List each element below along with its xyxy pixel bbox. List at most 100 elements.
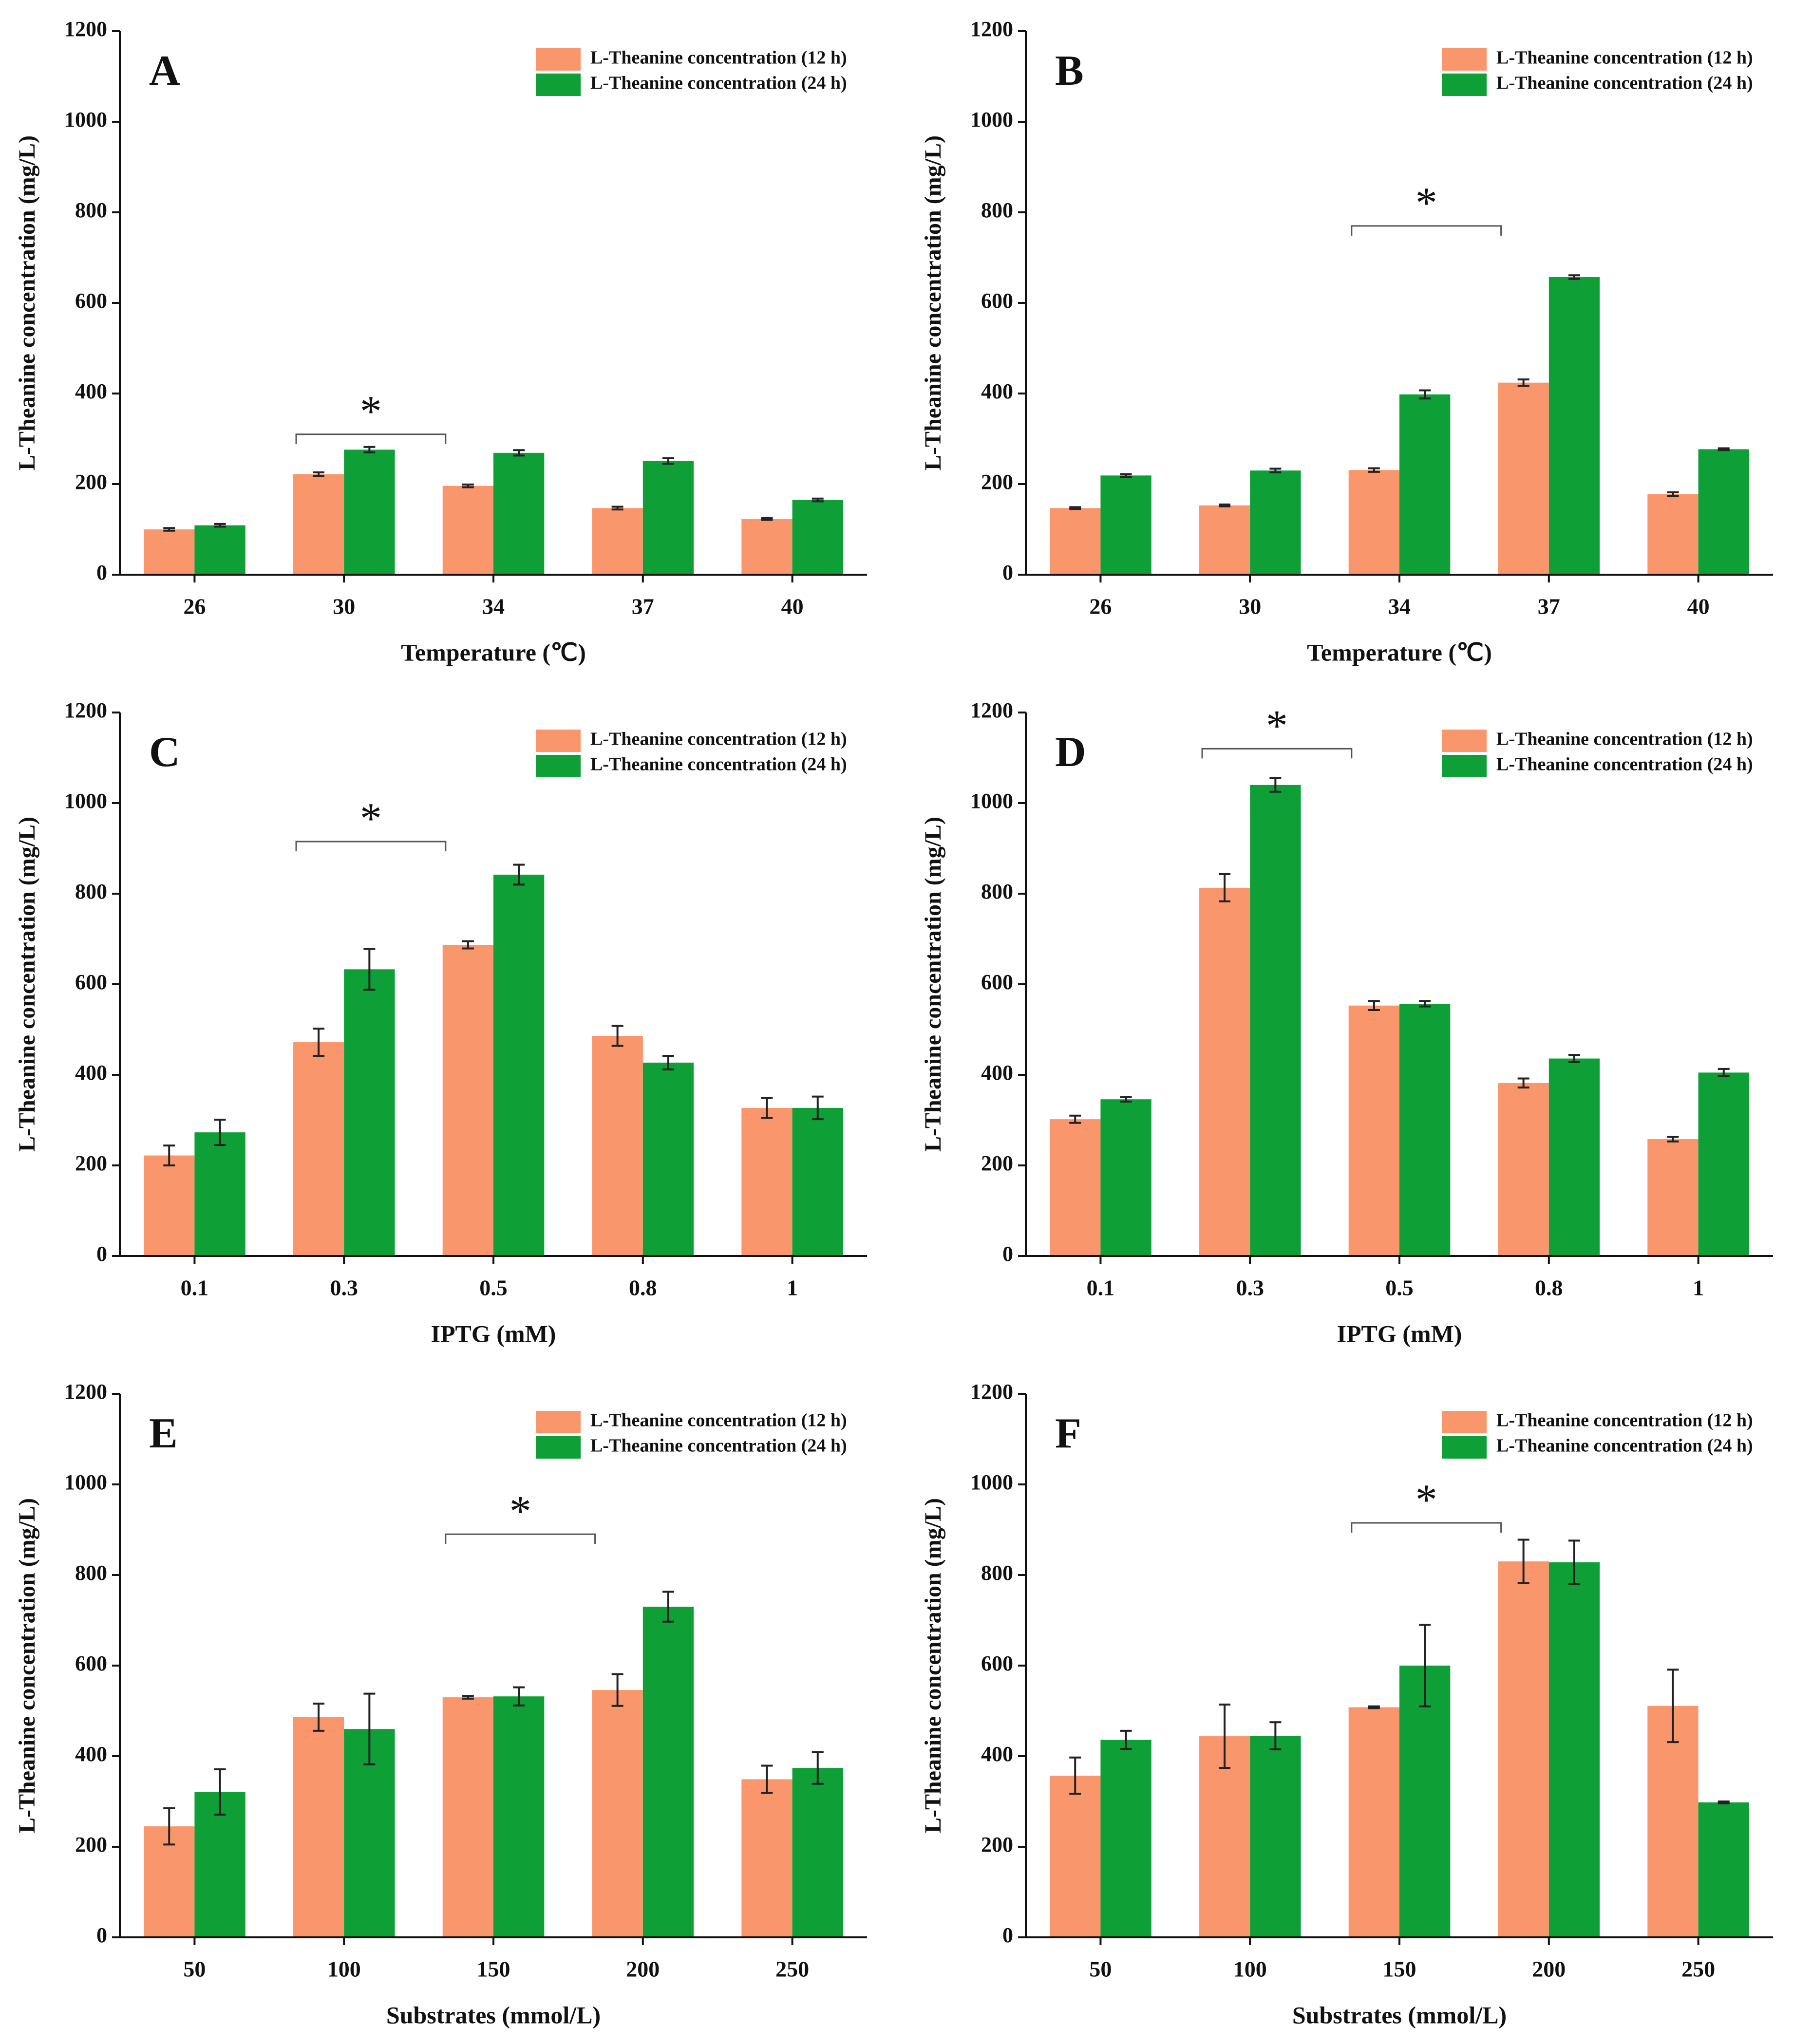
x-tick-label: 26: [1089, 594, 1112, 619]
error-bar: [163, 1807, 175, 1846]
y-tick-label: 1000: [64, 108, 107, 131]
y-tick-label: 400: [75, 1742, 107, 1766]
y-tick-label: 800: [981, 198, 1013, 222]
bar: [1100, 1740, 1151, 1937]
error-bar: [1269, 777, 1282, 793]
chart-panel: 0 200 400 600 800 1000 1200 0.1 0.3 0.5 0.8 1 IPTG (…: [14, 698, 867, 1347]
bar: [442, 486, 493, 575]
y-axis-title: L-Theanine concentration (mg/L): [920, 1498, 946, 1833]
error-bar: [1419, 1624, 1431, 1707]
bar: [1698, 449, 1749, 575]
error-bar: [1219, 503, 1231, 507]
y-tick-label: 1000: [970, 108, 1013, 131]
error-bar: [313, 1703, 325, 1732]
error-bar: [1667, 1669, 1679, 1744]
bar: [642, 1607, 694, 1937]
x-tick-label: 0.1: [1087, 1275, 1115, 1300]
legend-swatch: [1442, 755, 1487, 777]
bar: [1250, 785, 1301, 1256]
error-bar: [1219, 1703, 1231, 1769]
y-tick-label: 600: [75, 970, 107, 994]
x-axis-title: IPTG (mM): [431, 1320, 556, 1347]
legend-label: L-Theanine concentration (12 h): [1496, 48, 1753, 68]
significance-bracket: [445, 1533, 596, 1544]
bar: [344, 969, 395, 1256]
bar: [592, 508, 643, 575]
error-bar: [812, 1095, 824, 1121]
significance-label: *: [360, 387, 382, 435]
bar: [442, 1697, 493, 1937]
y-tick-label: 600: [75, 289, 107, 313]
error-bar: [513, 1686, 525, 1706]
legend-swatch: [1442, 48, 1487, 71]
y-tick-label: 1000: [64, 789, 107, 813]
bar: [792, 1768, 843, 1937]
x-axis-title: Temperature (℃): [1307, 638, 1492, 666]
bar: [1199, 887, 1250, 1256]
error-bar: [1368, 1000, 1380, 1012]
y-tick-label: 0: [96, 1242, 107, 1266]
error-bar: [163, 1144, 175, 1166]
bar: [1548, 277, 1600, 575]
significance-bracket: [1201, 748, 1353, 759]
legend-label: L-Theanine concentration (24 h): [590, 754, 847, 775]
legend-label: L-Theanine concentration (24 h): [1496, 73, 1753, 94]
legend-label: L-Theanine concentration (24 h): [590, 73, 847, 94]
bar: [1100, 475, 1151, 575]
x-axis-title: Substrates (mmol/L): [1292, 2001, 1507, 2028]
error-bar: [1568, 1539, 1580, 1585]
legend-label: L-Theanine concentration (12 h): [590, 1410, 847, 1431]
error-bar: [611, 506, 623, 511]
x-tick-label: 250: [775, 1957, 809, 1982]
legend-swatch: [536, 730, 581, 752]
bar: [194, 1792, 245, 1937]
y-tick-label: 200: [75, 1833, 107, 1856]
x-tick-label: 250: [1681, 1957, 1715, 1982]
y-axis-title: L-Theanine concentration (mg/L): [14, 1498, 40, 1833]
error-bar: [313, 1028, 325, 1057]
bar: [1548, 1562, 1600, 1937]
error-bar: [214, 1768, 226, 1816]
error-bar: [513, 449, 525, 457]
error-bar: [611, 1025, 623, 1047]
bar: [493, 1696, 545, 1937]
bar: [493, 452, 545, 575]
y-tick-label: 200: [981, 1151, 1013, 1175]
x-tick-label: 37: [632, 594, 654, 619]
bar: [1199, 505, 1250, 575]
significance-label: *: [1416, 1476, 1437, 1524]
bar: [1647, 494, 1699, 575]
error-bar: [513, 863, 525, 886]
x-tick-label: 26: [183, 594, 206, 619]
error-bar: [1718, 1800, 1730, 1804]
error-bar: [662, 457, 674, 465]
y-axis-title: L-Theanine concentration (mg/L): [920, 817, 946, 1152]
x-tick-label: 200: [626, 1957, 660, 1982]
significance-label: *: [510, 1487, 531, 1536]
x-tick-label: 100: [1233, 1957, 1267, 1982]
error-bar: [462, 940, 474, 950]
y-tick-label: 800: [981, 1561, 1013, 1585]
legend-label: L-Theanine concentration (12 h): [1496, 729, 1753, 750]
x-tick-label: 30: [1239, 594, 1261, 619]
error-bar: [1419, 389, 1431, 400]
error-bar: [1269, 1721, 1282, 1751]
legend-swatch: [536, 74, 581, 96]
error-bar: [611, 1673, 623, 1707]
error-bar: [1269, 468, 1282, 473]
bar: [1498, 1083, 1549, 1256]
x-tick-label: 0.8: [1535, 1275, 1563, 1300]
error-bar: [1120, 473, 1132, 478]
x-tick-label: 50: [1089, 1957, 1112, 1982]
bar: [741, 1779, 793, 1937]
bar: [1250, 1736, 1301, 1937]
x-tick-label: 50: [183, 1957, 206, 1982]
chart-panel: 0 200 400 600 800 1000 1200 50 100 150 200 250 Subst…: [14, 1380, 867, 2028]
bar: [1199, 1736, 1250, 1937]
x-tick-label: 0.3: [330, 1275, 358, 1300]
x-tick-label: 40: [1687, 594, 1710, 619]
bar: [592, 1690, 643, 1937]
bar: [1698, 1802, 1749, 1937]
legend-swatch: [536, 1436, 581, 1459]
